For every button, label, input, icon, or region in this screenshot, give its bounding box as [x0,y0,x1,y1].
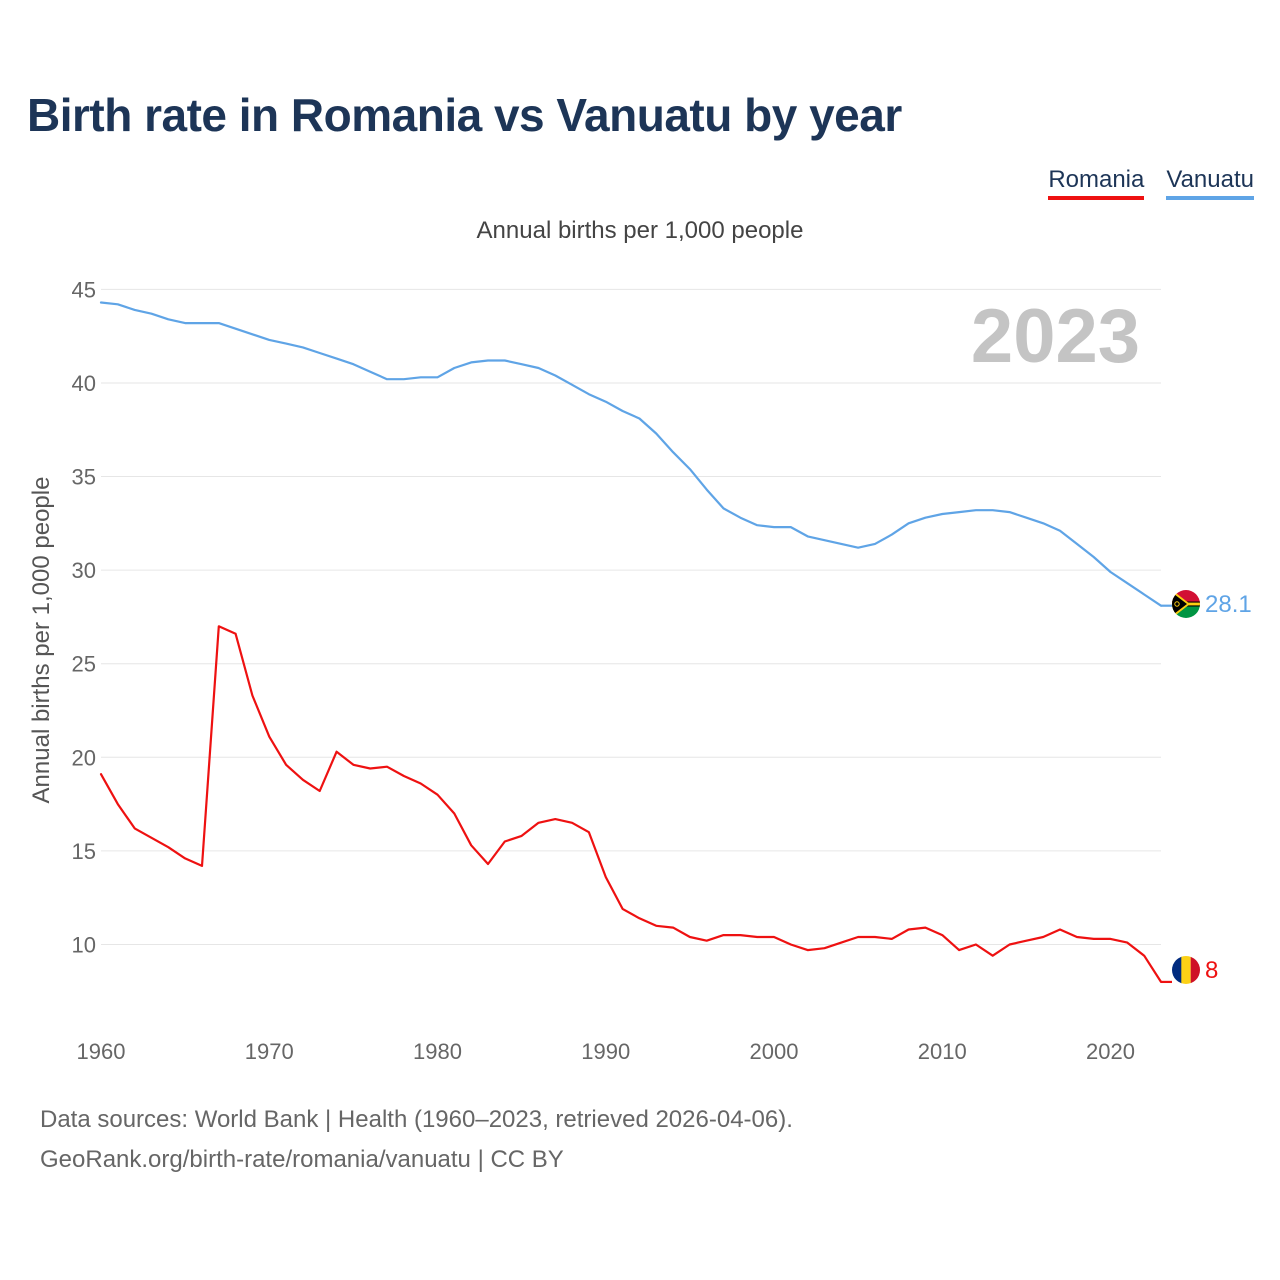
chart-subtitle: Annual births per 1,000 people [476,217,804,244]
series-line-vanuatu[interactable] [99,301,1163,607]
x-tick-label: 1990 [581,1039,630,1064]
x-tick-label: 1960 [77,1039,126,1064]
y-tick-label: 40 [72,371,96,396]
x-tick-label: 2020 [1086,1039,1135,1064]
chart-title: Birth rate in Romania vs Vanuatu by year [27,89,902,141]
vanuatu-flag-icon [1172,590,1200,618]
legend: Romania Vanuatu [1048,166,1254,200]
legend-item-vanuatu[interactable]: Vanuatu [1166,166,1254,200]
x-tick-label: 1970 [245,1039,294,1064]
y-tick-label: 45 [72,277,96,302]
y-tick-label: 20 [72,745,96,770]
romania-flag-icon [1172,956,1200,984]
series-line-romania[interactable] [99,625,1163,984]
y-tick-label: 10 [72,932,96,957]
y-tick-label: 35 [72,465,96,490]
y-tick-label: 30 [72,558,96,583]
vanuatu-end-label: 28.1 [1205,591,1252,618]
x-tick-label: 1980 [413,1039,462,1064]
y-tick-label: 15 [72,839,96,864]
romania-end-label: 8 [1205,957,1218,984]
legend-item-romania[interactable]: Romania [1048,166,1145,200]
y-tick-label: 25 [72,652,96,677]
x-tick-label: 2010 [918,1039,967,1064]
footer-source: Data sources: World Bank | Health (1960–… [40,1106,793,1133]
year-watermark: 2023 [971,294,1140,379]
footer-link[interactable]: GeoRank.org/birth-rate/romania/vanuatu |… [40,1146,564,1173]
x-tick-label: 2000 [750,1039,799,1064]
